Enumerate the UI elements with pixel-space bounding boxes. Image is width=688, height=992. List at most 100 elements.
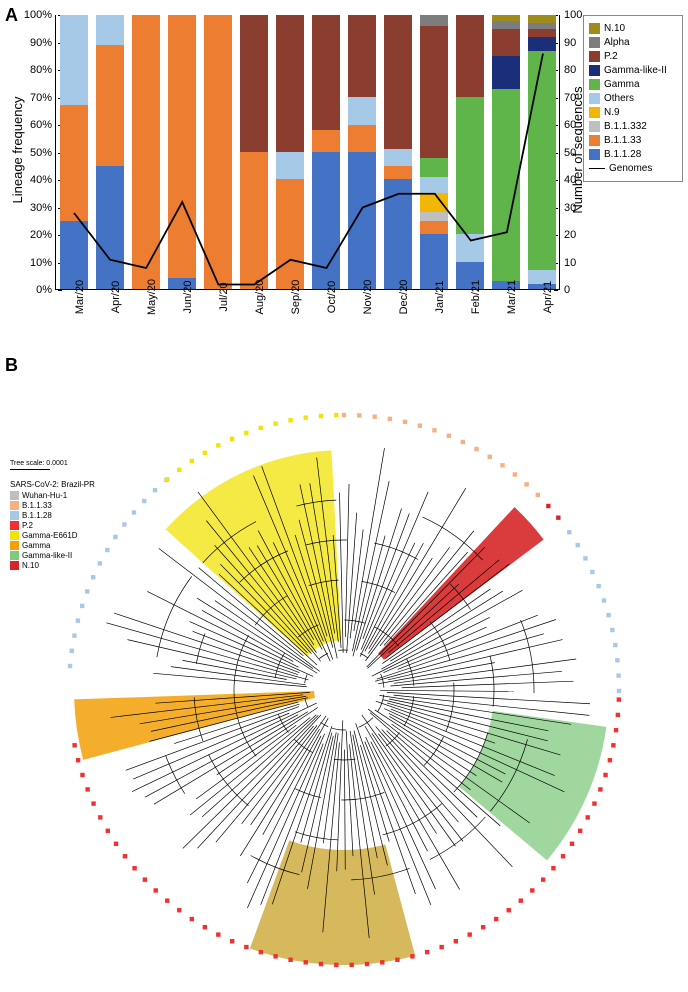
legend-swatch — [589, 23, 600, 34]
ring-dash — [507, 908, 511, 912]
bar — [384, 15, 412, 289]
bar-segment — [420, 177, 448, 193]
ring-dash — [85, 787, 89, 791]
ring-dash — [106, 829, 110, 833]
ring-dash — [230, 939, 234, 943]
ring-dash — [230, 437, 234, 441]
ring-dash — [570, 842, 574, 846]
ring-dash — [203, 451, 207, 455]
ring-dash — [488, 455, 492, 459]
ring-dash — [113, 535, 117, 539]
legend-item: Genomes — [589, 163, 677, 174]
ring-dash — [590, 570, 594, 574]
bar-segment — [348, 152, 376, 289]
x-tick-label: Mar/20 — [74, 276, 86, 314]
bar-segment — [348, 97, 376, 124]
x-tick-label: Oct/20 — [326, 277, 338, 313]
ring-dash — [606, 613, 610, 617]
bar-segment — [240, 15, 268, 152]
bar-segment — [456, 97, 484, 234]
ring-dash — [177, 468, 181, 472]
ring-dash — [592, 801, 596, 805]
bar-segment — [312, 130, 340, 152]
ring-dash — [372, 415, 376, 419]
ring-dash — [403, 420, 407, 424]
ring-dash — [617, 689, 621, 693]
ring-dash — [98, 561, 102, 565]
ring-dash — [114, 842, 118, 846]
legend-swatch — [589, 107, 600, 118]
ring-dash — [561, 854, 565, 858]
legend-swatch — [589, 79, 600, 90]
legend-swatch — [589, 37, 600, 48]
y-left-tick: 100% — [24, 9, 56, 21]
legend-swatch — [589, 65, 600, 76]
legend-label: B.1.1.332 — [604, 121, 647, 132]
ring-dash — [578, 829, 582, 833]
legend-item: Alpha — [589, 37, 677, 48]
bar-segment — [420, 193, 448, 212]
ring-dash — [319, 962, 323, 966]
bar-segment — [168, 15, 196, 278]
legend-a: N.10AlphaP.2Gamma-like-IIGammaOthersN.9B… — [583, 15, 683, 182]
legend-label: Gamma-like-II — [604, 65, 667, 76]
x-tick-label: Apr/21 — [542, 277, 554, 313]
ring-dash — [447, 434, 451, 438]
ring-dash — [259, 426, 263, 430]
legend-swatch — [10, 501, 19, 510]
ring-dash — [524, 482, 528, 486]
ring-dash — [432, 428, 436, 432]
legend-label: B.1.1.33 — [604, 135, 641, 146]
ring-dash — [513, 472, 517, 476]
bar-segment — [60, 15, 88, 105]
ring-dash — [461, 440, 465, 444]
y-right-tick: 70 — [560, 92, 576, 104]
ring-dash — [165, 898, 169, 902]
legend-swatch — [589, 121, 600, 132]
ring-dash — [468, 932, 472, 936]
y-right-tick: 10 — [560, 257, 576, 269]
bar-segment — [420, 26, 448, 158]
ring-dash — [334, 413, 338, 417]
ring-dash — [439, 945, 443, 949]
bar-segment — [492, 29, 520, 56]
bar-segment — [384, 15, 412, 149]
bar-segment — [276, 179, 304, 289]
y-left-tick: 90% — [30, 37, 56, 49]
legend-item: N.10 — [589, 23, 677, 34]
bar-segment — [96, 166, 124, 289]
ring-dash — [72, 743, 76, 747]
ring-dash — [551, 866, 555, 870]
x-tick-label: Apr/20 — [110, 277, 122, 313]
ring-dash — [602, 598, 606, 602]
ring-dash — [70, 649, 74, 653]
bar-segment — [456, 15, 484, 97]
bar-segment — [456, 234, 484, 261]
bar-segment — [132, 15, 160, 289]
ring-dash — [91, 801, 95, 805]
ring-dash — [142, 499, 146, 503]
y-left-tick: 60% — [30, 119, 56, 131]
legend-swatch — [589, 149, 600, 160]
bar — [204, 15, 232, 289]
legend-item: B.1.1.28 — [589, 149, 677, 160]
bar — [420, 15, 448, 289]
ring-dash — [342, 413, 346, 417]
ring-dash — [380, 960, 384, 964]
bar — [348, 15, 376, 289]
ring-dash — [519, 898, 523, 902]
legend-swatch — [10, 561, 19, 570]
ring-dash — [244, 431, 248, 435]
bar-segment — [204, 15, 232, 289]
ring-dash — [203, 925, 207, 929]
ring-dash — [80, 773, 84, 777]
legend-item: Others — [589, 93, 677, 104]
y-left-tick: 70% — [30, 92, 56, 104]
ring-dash — [319, 414, 323, 418]
legend-swatch — [10, 511, 19, 520]
ring-dash — [576, 543, 580, 547]
bar-segment — [420, 158, 448, 177]
bar — [168, 15, 196, 289]
y-right-tick: 90 — [560, 37, 576, 49]
bar-segment — [96, 15, 124, 45]
